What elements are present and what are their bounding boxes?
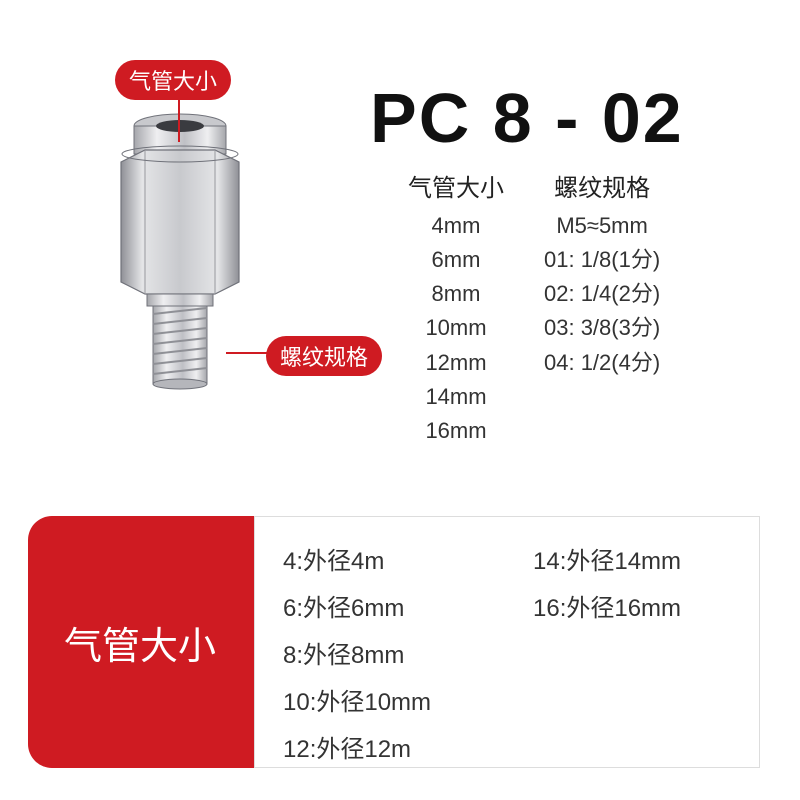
- spec-right-2: 02: 1/4(2分): [544, 277, 660, 311]
- size-14: 14:外径14mm: [533, 541, 731, 576]
- product-image: [105, 112, 255, 402]
- size-6: 6:外径6mm: [283, 588, 523, 623]
- spec-left-1: 6mm: [408, 243, 504, 277]
- size-4: 4:外径4m: [283, 541, 523, 576]
- bottom-card: 气管大小 4:外径4m 14:外径14mm 6:外径6mm 16:外径16mm …: [28, 516, 772, 768]
- spec-col-tube-header: 气管大小: [408, 170, 504, 207]
- callout-thread-spec: 螺纹规格: [266, 336, 382, 376]
- spec-col-tube: 气管大小 4mm 6mm 8mm 10mm 12mm 14mm 16mm: [408, 170, 504, 448]
- callout-line-top: [178, 96, 180, 142]
- spec-right-1: 01: 1/8(1分): [544, 243, 660, 277]
- size-8: 8:外径8mm: [283, 635, 523, 670]
- size-table: 4:外径4m 14:外径14mm 6:外径6mm 16:外径16mm 8:外径8…: [254, 516, 760, 768]
- spec-left-6: 16mm: [408, 414, 504, 448]
- spec-right-4: 04: 1/2(4分): [544, 346, 660, 380]
- spec-left-0: 4mm: [408, 209, 504, 243]
- spec-left-2: 8mm: [408, 277, 504, 311]
- spec-right-3: 03: 3/8(3分): [544, 311, 660, 345]
- spec-col-thread-header: 螺纹规格: [544, 170, 660, 207]
- product-title: PC 8 - 02: [370, 78, 684, 158]
- callout-line-bottom: [226, 352, 268, 354]
- size-12: 12:外径12m: [283, 729, 523, 764]
- spec-right-0: M5≈5mm: [544, 209, 660, 243]
- top-section: 气管大小 螺纹规格 PC 8 - 02 气管大小 4mm 6mm 8mm 10m…: [0, 0, 800, 480]
- spec-columns: 气管大小 4mm 6mm 8mm 10mm 12mm 14mm 16mm 螺纹规…: [408, 170, 660, 448]
- callout-tube-size: 气管大小: [115, 60, 231, 100]
- spec-left-5: 14mm: [408, 380, 504, 414]
- spec-col-thread: 螺纹规格 M5≈5mm 01: 1/8(1分) 02: 1/4(2分) 03: …: [544, 170, 660, 448]
- spec-left-4: 12mm: [408, 346, 504, 380]
- red-tab-label: 气管大小: [64, 615, 216, 670]
- callout-thread-spec-text: 螺纹规格: [280, 345, 368, 370]
- spec-left-3: 10mm: [408, 311, 504, 345]
- size-10: 10:外径10mm: [283, 682, 523, 717]
- size-16: 16:外径16mm: [533, 588, 731, 623]
- callout-tube-size-text: 气管大小: [129, 69, 217, 94]
